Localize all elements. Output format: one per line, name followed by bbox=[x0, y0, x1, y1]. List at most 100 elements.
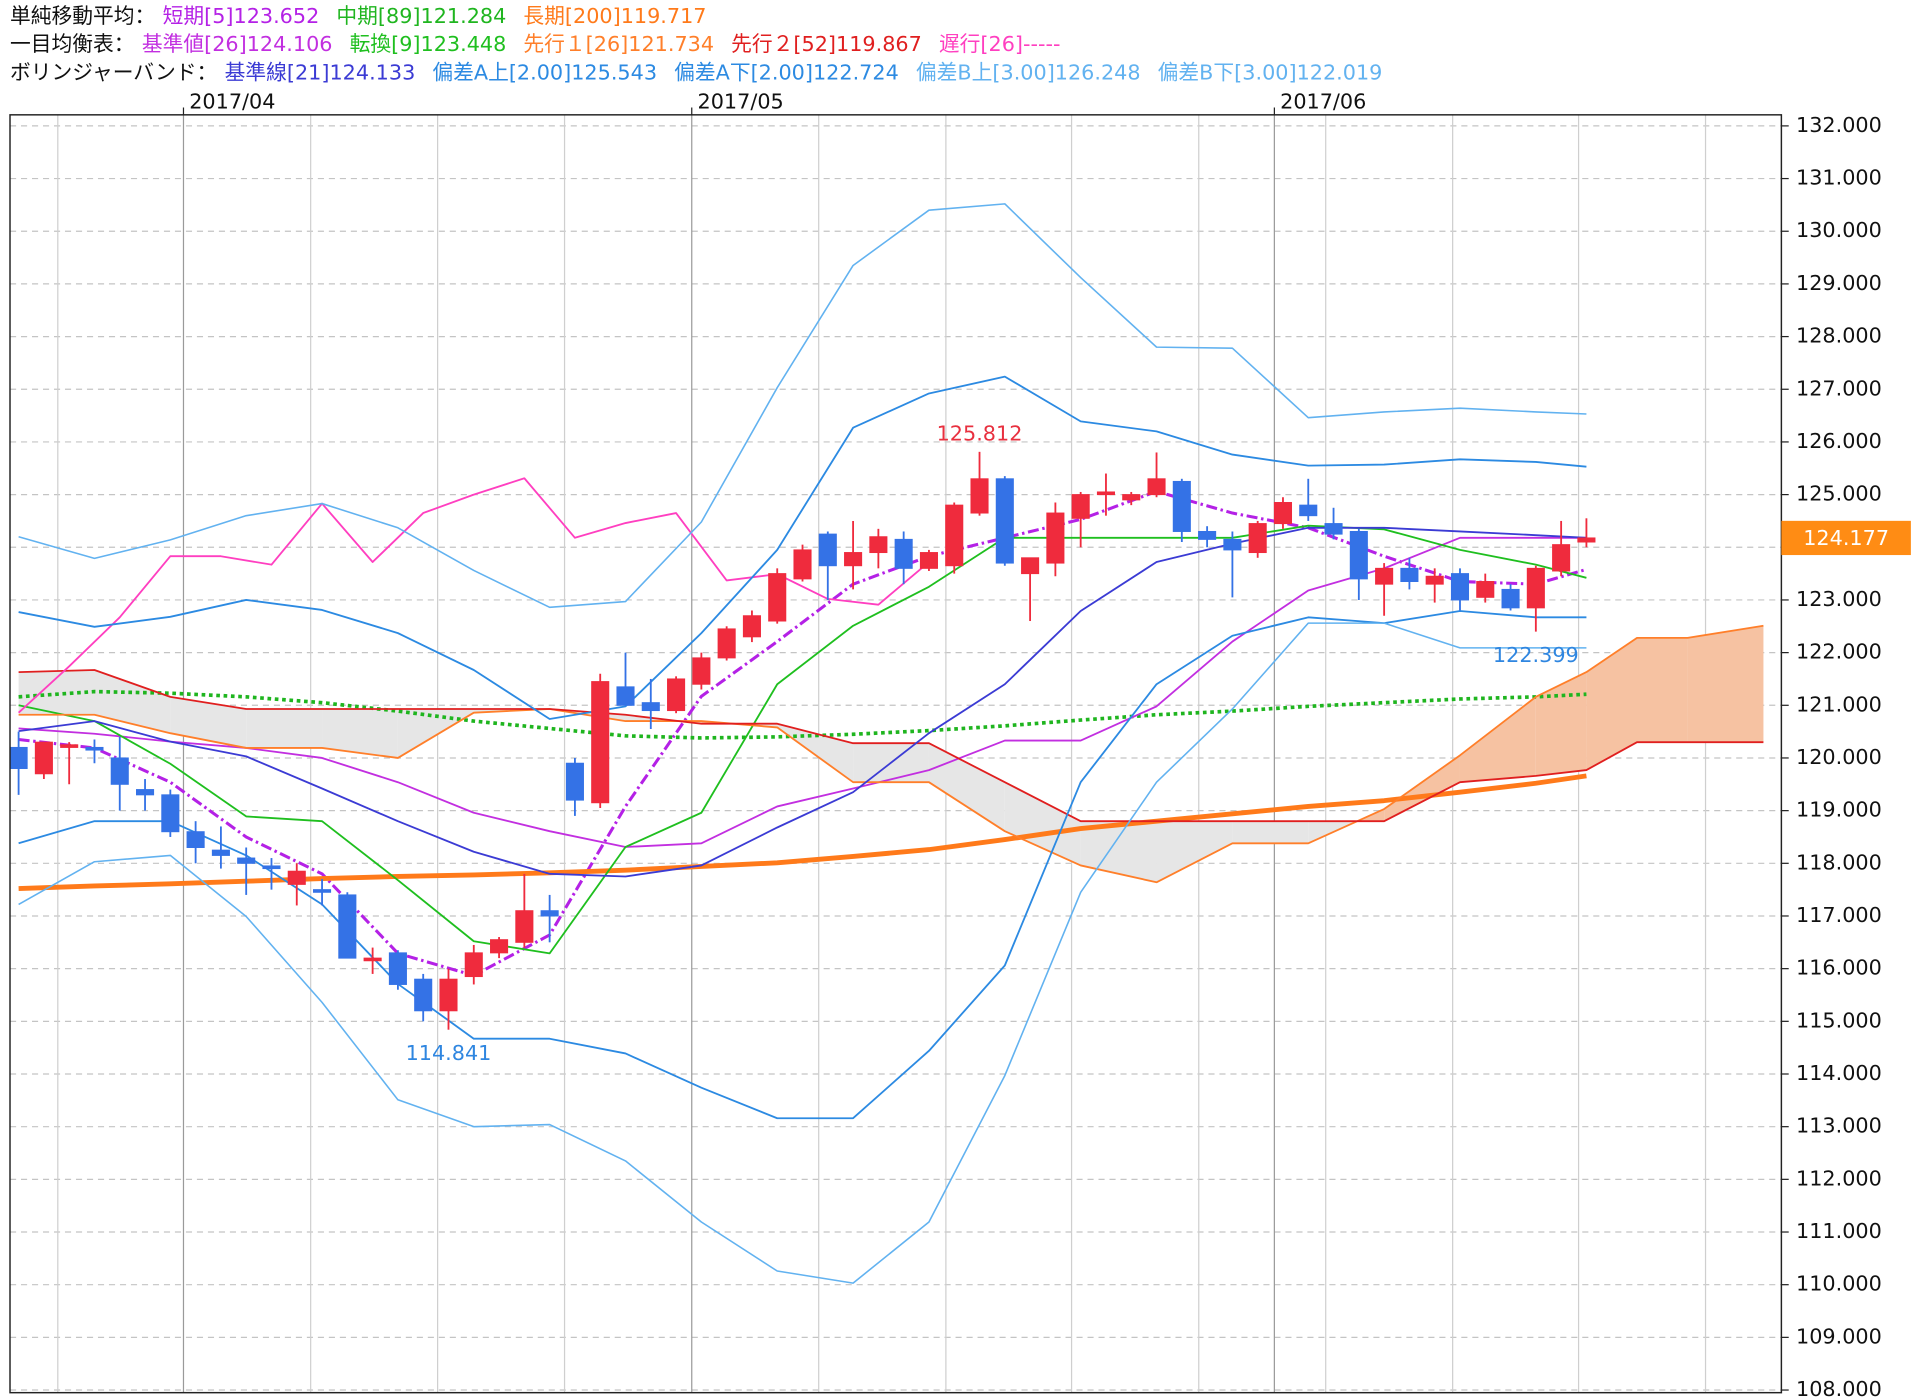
text-layer: 108.000 109.000 110.000 111.000 112.000 113.0… bbox=[10, 4, 1911, 1400]
candle-body bbox=[1501, 588, 1520, 609]
y-tick-label: 128.000 bbox=[1796, 324, 1882, 348]
candle-body bbox=[515, 910, 534, 943]
candle-body bbox=[591, 681, 610, 804]
indicator-line bbox=[18, 203, 1587, 609]
candle-body bbox=[565, 762, 584, 801]
candle-body bbox=[1071, 494, 1090, 519]
candle-body bbox=[869, 536, 888, 554]
y-tick-label: 116.000 bbox=[1796, 956, 1882, 980]
legend-entry: 偏差B上[3.00]126.248 bbox=[916, 60, 1141, 84]
y-tick-label: 115.000 bbox=[1796, 1008, 1882, 1032]
candle-body bbox=[211, 849, 230, 856]
cloud bbox=[94, 670, 171, 734]
price-annotation: 122.399 bbox=[1493, 643, 1579, 667]
y-tick-label: 123.000 bbox=[1796, 587, 1882, 611]
candle-body bbox=[692, 657, 711, 685]
candle-body bbox=[10, 746, 28, 769]
candle-body bbox=[995, 478, 1014, 564]
cloud bbox=[1636, 637, 1688, 743]
cloud bbox=[170, 696, 247, 748]
indicator-line bbox=[18, 624, 1764, 884]
y-tick-label: 112.000 bbox=[1796, 1166, 1882, 1190]
candle-body bbox=[1147, 478, 1166, 496]
y-tick-label: 120.000 bbox=[1796, 745, 1882, 769]
candle-body bbox=[85, 746, 104, 751]
cloud bbox=[1687, 625, 1764, 743]
cloud bbox=[1459, 696, 1536, 783]
candle-body bbox=[136, 789, 155, 796]
candle-body bbox=[186, 831, 205, 848]
cloud bbox=[1384, 755, 1460, 822]
candle-body bbox=[34, 741, 53, 775]
candle-body bbox=[60, 744, 79, 748]
x-tick-label: 2017/05 bbox=[698, 90, 784, 114]
candle-body bbox=[717, 628, 736, 659]
cloud bbox=[1586, 637, 1637, 771]
y-tick-label: 131.000 bbox=[1796, 166, 1882, 190]
candle-body bbox=[1577, 537, 1596, 543]
indicator-line bbox=[18, 689, 1587, 740]
candle-body bbox=[616, 686, 635, 706]
cloud bbox=[1080, 821, 1157, 883]
y-tick-label: 121.000 bbox=[1796, 692, 1882, 716]
indicator-line bbox=[18, 375, 1587, 720]
candle-body bbox=[388, 952, 407, 985]
candle-body bbox=[464, 952, 483, 978]
y-tick-label: 126.000 bbox=[1796, 429, 1882, 453]
indicator-line bbox=[18, 536, 1587, 848]
candle-body bbox=[1248, 523, 1267, 554]
candle-body bbox=[793, 549, 812, 580]
legend-title: 単純移動平均： bbox=[10, 4, 155, 28]
y-tick-label: 109.000 bbox=[1796, 1324, 1882, 1348]
candle-body bbox=[313, 889, 332, 893]
candle-body bbox=[1021, 557, 1040, 575]
candle-body bbox=[1425, 575, 1444, 585]
indicator-line bbox=[18, 526, 1587, 878]
cloud bbox=[1156, 821, 1233, 883]
y-tick-label: 111.000 bbox=[1796, 1219, 1882, 1243]
price-annotation: 125.812 bbox=[937, 422, 1023, 446]
candle-body bbox=[414, 978, 433, 1012]
cloud bbox=[18, 670, 95, 715]
candle-body bbox=[1552, 544, 1571, 572]
candle-body bbox=[363, 957, 382, 962]
cloud bbox=[1308, 821, 1358, 844]
legend-entry: 偏差A上[2.00]125.543 bbox=[432, 60, 657, 84]
candle-body bbox=[1273, 502, 1293, 525]
candle-body bbox=[1046, 512, 1065, 564]
y-tick-label: 117.000 bbox=[1796, 903, 1882, 927]
indicator-line bbox=[18, 669, 1764, 823]
plot-frame bbox=[9, 114, 1783, 1394]
last-price-tag bbox=[1781, 520, 1911, 556]
candle-body bbox=[338, 894, 357, 959]
cloud bbox=[246, 708, 323, 748]
last-price-label: 124.177 bbox=[1803, 526, 1889, 550]
candle-body bbox=[1349, 530, 1368, 580]
y-tick-label: 118.000 bbox=[1796, 850, 1882, 874]
y-tick-label: 119.000 bbox=[1796, 798, 1882, 822]
candle-body bbox=[1198, 530, 1217, 540]
candle-body bbox=[237, 857, 256, 864]
legend-entry: 中期[89]121.284 bbox=[336, 4, 506, 28]
cloud bbox=[1004, 782, 1081, 866]
candle-body bbox=[1324, 523, 1343, 535]
legend-entry: 基準線[21]124.133 bbox=[225, 60, 416, 84]
y-tick-label: 122.000 bbox=[1796, 640, 1882, 664]
candle-body bbox=[919, 552, 938, 569]
candle-body bbox=[945, 504, 964, 567]
candles-layer bbox=[10, 451, 1596, 1030]
legend-entry: 遅行[26]----- bbox=[939, 32, 1061, 56]
y-tick-label: 129.000 bbox=[1796, 271, 1882, 295]
indicator-line bbox=[18, 610, 1587, 1120]
cloud bbox=[928, 743, 1005, 832]
y-tick-label: 130.000 bbox=[1796, 218, 1882, 242]
cloud bbox=[322, 708, 398, 758]
legend-entry: 偏差B下[3.00]122.019 bbox=[1158, 60, 1383, 84]
candle-body bbox=[844, 552, 863, 567]
legend-entry: 長期[200]119.717 bbox=[523, 4, 706, 28]
cloud-layer bbox=[18, 625, 1764, 883]
candle-body bbox=[1122, 494, 1141, 501]
legend-entry: 先行２[52]119.867 bbox=[731, 32, 922, 56]
